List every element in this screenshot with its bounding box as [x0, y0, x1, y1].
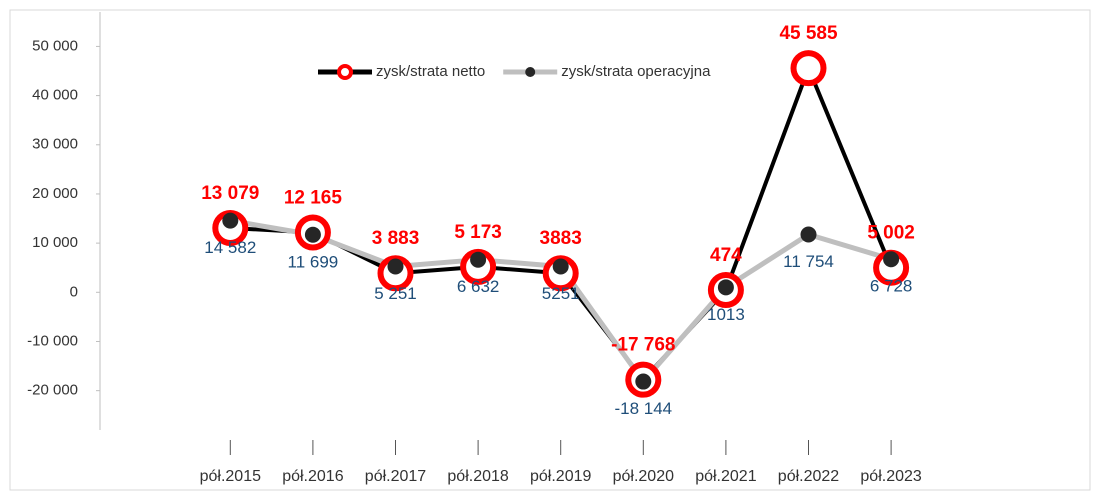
series-line [230, 66, 893, 382]
data-label: 6 632 [457, 277, 500, 296]
legend-marker [337, 64, 353, 80]
data-label: 3883 [540, 228, 582, 249]
data-label: 5251 [542, 284, 580, 303]
y-tick-label: 50 000 [32, 37, 78, 54]
data-label: 45 585 [779, 23, 838, 44]
x-tick-label: pół.2023 [860, 468, 921, 485]
legend-label: zysk/strata operacyjna [561, 63, 711, 80]
marker [470, 251, 487, 268]
y-tick-label: 30 000 [32, 136, 78, 153]
data-label: 6 728 [870, 277, 913, 296]
marker [552, 258, 569, 275]
y-tick-label: 10 000 [32, 234, 78, 251]
marker [883, 251, 900, 268]
data-label: -18 144 [614, 399, 672, 418]
data-label: 474 [710, 245, 742, 266]
x-tick-label: pół.2015 [200, 468, 261, 485]
data-label: 13 079 [201, 183, 259, 204]
data-label: 5 002 [867, 223, 915, 244]
marker [304, 226, 321, 243]
x-tick-label: pół.2022 [778, 468, 839, 485]
x-tick-label: pół.2016 [282, 468, 343, 485]
data-label: 11 754 [783, 252, 834, 271]
data-label: 1013 [707, 305, 745, 324]
x-tick-label: pół.2017 [365, 468, 426, 485]
legend-label: zysk/strata netto [376, 63, 485, 80]
data-label: 3 883 [372, 228, 420, 249]
y-tick-label: -20 000 [27, 382, 78, 399]
marker [222, 212, 239, 229]
data-label: 5 173 [454, 222, 502, 243]
x-tick-label: pół.2021 [695, 468, 756, 485]
marker [635, 373, 652, 390]
legend-marker [525, 67, 536, 77]
data-label: 5 251 [374, 284, 417, 303]
data-label: -17 768 [611, 335, 675, 356]
marker [387, 258, 404, 275]
y-tick-label: -10 000 [27, 332, 78, 349]
data-label: 11 699 [288, 252, 339, 271]
y-tick-label: 20 000 [32, 185, 78, 202]
marker [790, 50, 827, 87]
data-label: 12 165 [284, 187, 343, 208]
marker [717, 279, 734, 296]
x-tick-label: pół.2018 [447, 468, 508, 485]
y-tick-label: 40 000 [32, 87, 78, 104]
chart-frame [9, 9, 1091, 491]
data-label: 14 582 [204, 238, 256, 257]
y-tick-label: 0 [70, 283, 78, 300]
marker [800, 226, 817, 243]
x-tick-label: pół.2019 [530, 468, 591, 485]
x-tick-label: pół.2020 [613, 468, 674, 485]
